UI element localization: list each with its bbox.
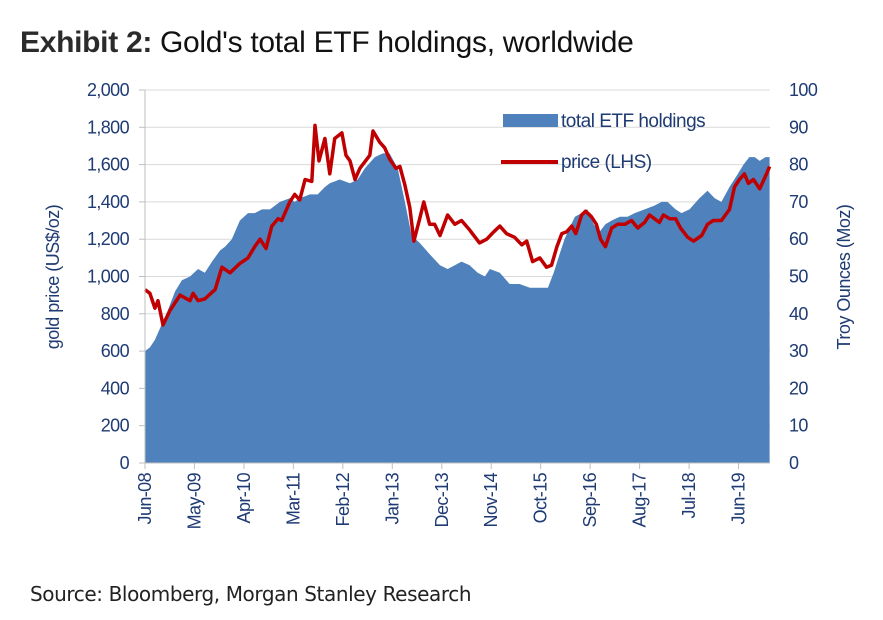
- legend-label-holdings: total ETF holdings: [561, 111, 705, 132]
- holdings-area-layer: [145, 153, 770, 463]
- y-tick-label-left: 400: [101, 378, 130, 398]
- y-tick-label-right: 90: [789, 117, 808, 137]
- x-tick-label: Jun-19: [729, 472, 749, 524]
- y-tick-label-right: 20: [789, 378, 808, 398]
- y-tick-label-left: 800: [101, 304, 130, 324]
- x-tick-label: Jul-18: [679, 472, 699, 518]
- y-tick-label-left: 1,600: [87, 155, 130, 175]
- y-tick-label-right: 100: [789, 80, 818, 100]
- x-tick-label: Jan-13: [382, 472, 402, 524]
- x-tick-label: Sep-16: [580, 472, 600, 527]
- price-line: [143, 123, 772, 327]
- y-tick-label-right: 70: [789, 192, 808, 212]
- x-tick-label: Aug-17: [630, 472, 650, 527]
- exhibit-label: Exhibit 2:: [20, 26, 153, 59]
- holdings-area: [145, 153, 770, 463]
- y-tick-label-left: 0: [120, 453, 130, 473]
- y-tick-label-right: 40: [789, 304, 808, 324]
- x-tick-label: Mar-11: [283, 472, 303, 525]
- y-tick-label-right: 60: [789, 229, 808, 249]
- y-tick-label-right: 50: [789, 267, 808, 287]
- legend: total ETF holdings price (LHS): [501, 111, 706, 173]
- y-axis-title-right: Troy Ounces (Moz): [834, 205, 854, 350]
- y-tick-label-right: 80: [789, 155, 808, 175]
- source-note: Source: Bloomberg, Morgan Stanley Resear…: [30, 582, 472, 606]
- x-tick-label: Nov-14: [481, 472, 501, 527]
- x-tick-label: Oct-15: [531, 472, 551, 523]
- y-tick-label-left: 1,800: [87, 117, 130, 137]
- y-tick-label-left: 1,200: [87, 229, 130, 249]
- y-tick-label-left: 200: [101, 416, 130, 436]
- axes: 02004006008001,0001,2001,4001,6001,8002,…: [87, 80, 818, 529]
- y-tick-label-left: 600: [101, 341, 130, 361]
- x-tick-label: Apr-10: [234, 472, 254, 523]
- chart-title-text: Gold's total ETF holdings, worldwide: [160, 26, 634, 59]
- legend-label-price: price (LHS): [561, 152, 652, 173]
- y-axis-title-left: gold price (US$/oz): [43, 205, 63, 350]
- x-tick-label: Feb-12: [333, 472, 353, 526]
- chart-title: Exhibit 2: Gold's total ETF holdings, wor…: [20, 26, 634, 60]
- y-tick-label-right: 10: [789, 416, 808, 436]
- legend-swatch-holdings: [503, 114, 558, 127]
- x-tick-label: Dec-13: [432, 472, 452, 527]
- price-line-layer: [143, 123, 772, 327]
- y-tick-label-right: 0: [789, 453, 799, 473]
- y-tick-label-left: 2,000: [87, 80, 130, 100]
- y-tick-label-left: 1,400: [87, 192, 130, 212]
- y-tick-label-left: 1,000: [87, 267, 130, 287]
- x-tick-label: Jun-08: [135, 472, 155, 524]
- y-tick-label-right: 30: [789, 341, 808, 361]
- x-tick-label: May-09: [184, 472, 204, 529]
